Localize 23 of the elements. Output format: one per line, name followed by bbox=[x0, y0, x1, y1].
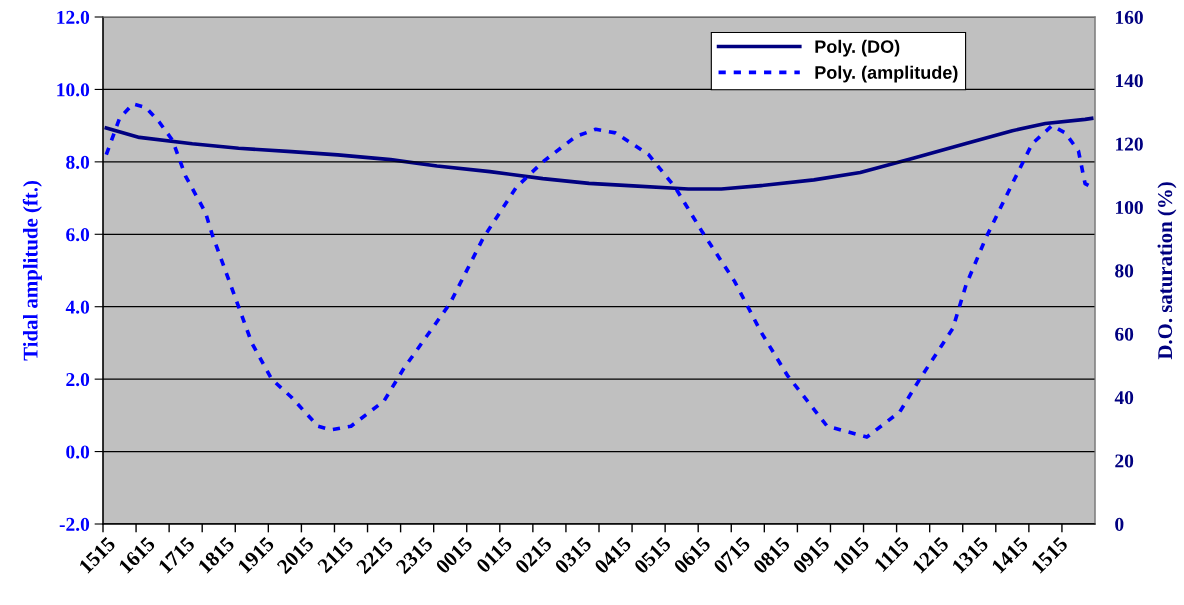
y2-tick-label: 100 bbox=[1116, 200, 1143, 215]
legend-label: Poly. (amplitude) bbox=[815, 65, 958, 83]
y-tick-label: 4.0 bbox=[65, 300, 90, 314]
y2-tick-label: 120 bbox=[1116, 137, 1143, 151]
y-tick-label: 8.0 bbox=[66, 155, 90, 169]
y-tick-label: 10.0 bbox=[57, 83, 90, 97]
y2-tick-label: 80 bbox=[1115, 264, 1134, 278]
y-tick-label: 12.0 bbox=[57, 10, 90, 25]
y-tick-label: 2.0 bbox=[66, 372, 90, 387]
y-axis-title: Tidal amplitude (ft.) bbox=[22, 181, 42, 361]
y2-tick-label: 60 bbox=[1115, 327, 1134, 341]
y2-tick-label: 160 bbox=[1116, 10, 1143, 24]
y2-tick-label: 140 bbox=[1116, 74, 1143, 88]
legend-label: Poly. (DO) bbox=[815, 39, 900, 57]
x-tick-label: 0115 bbox=[475, 536, 513, 574]
y-tick-label: 0.0 bbox=[66, 445, 90, 459]
y2-tick-label: 0 bbox=[1115, 517, 1124, 531]
x-tick-label: 1115 bbox=[873, 536, 910, 573]
y-tick-label: -2.0 bbox=[59, 517, 90, 532]
y2-tick-label: 20 bbox=[1115, 454, 1134, 468]
y-tick-label: 6.0 bbox=[66, 228, 90, 242]
y2-tick-label: 40 bbox=[1114, 391, 1134, 405]
y2-axis-title: D.O. saturation (%) bbox=[1157, 182, 1177, 360]
